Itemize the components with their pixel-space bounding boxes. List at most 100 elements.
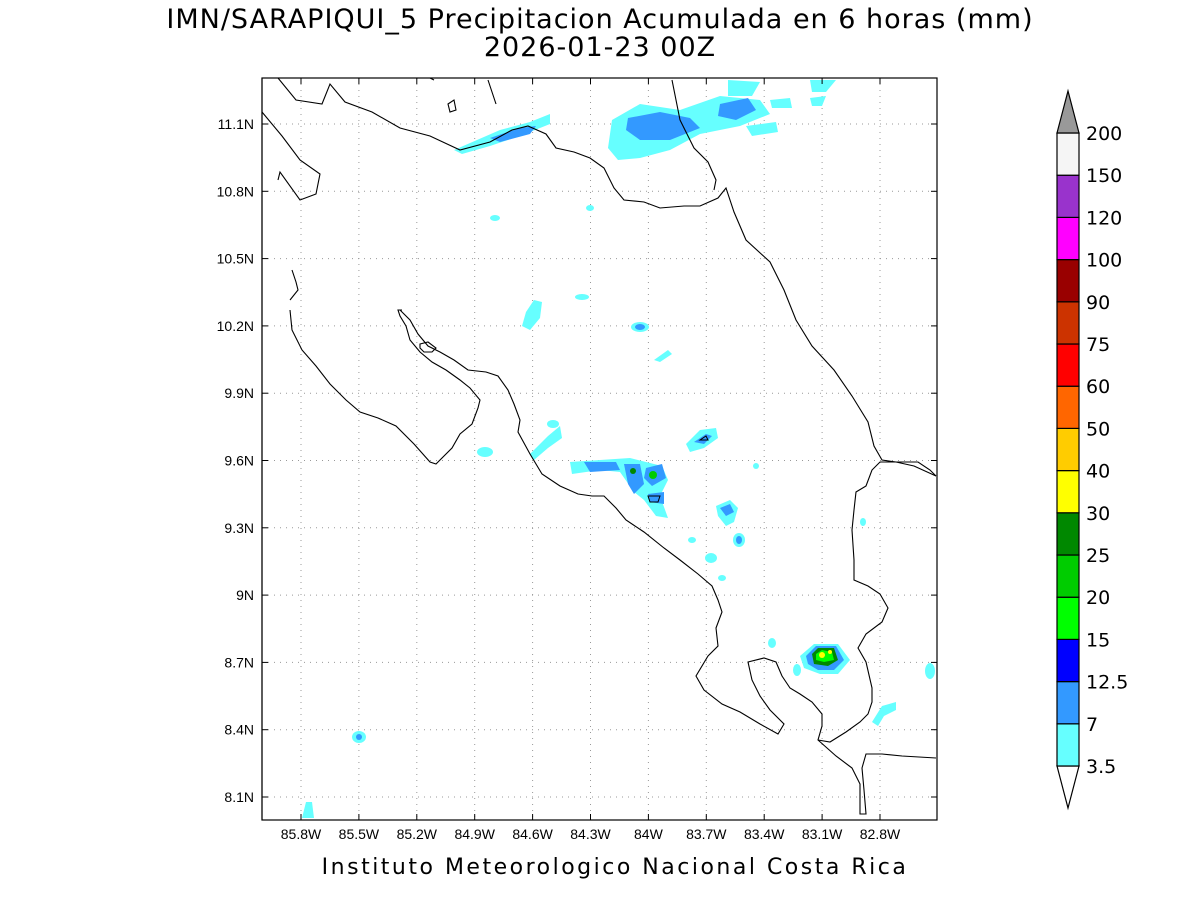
precip-area [356, 734, 362, 740]
lat-tick-label: 9N [236, 587, 254, 603]
precip-area [860, 518, 866, 526]
colorbar-label: 50 [1086, 418, 1110, 440]
precip-area [688, 537, 696, 543]
precip-area [810, 96, 826, 106]
lat-tick-label: 10.2N [217, 318, 254, 334]
colorbar-swatch [1056, 512, 1080, 556]
colorbar-label: 25 [1086, 545, 1110, 567]
precip-area [630, 468, 636, 474]
coastline [261, 77, 937, 820]
colorbar-swatch [1056, 259, 1080, 303]
precip-area [586, 205, 594, 211]
precip-area [490, 126, 536, 142]
colorbar-swatch [1056, 470, 1080, 514]
lon-tick-label: 85.8W [281, 826, 322, 842]
colorbar-swatch [1056, 385, 1080, 430]
colorbar-label: 3.5 [1086, 756, 1116, 778]
colorbar-swatch [1056, 216, 1080, 261]
colorbar-label: 12.5 [1086, 672, 1128, 694]
map-title: IMN/SARAPIQUI_5 Precipitacion Acumulada … [166, 4, 1034, 35]
precip-area [522, 300, 542, 330]
colorbar-label: 120 [1086, 207, 1122, 229]
colorbar-swatch [1056, 301, 1080, 345]
colorbar-label: 60 [1086, 376, 1110, 398]
colorbar-over-triangle [1056, 88, 1080, 134]
lat-tick-label: 8.1N [224, 789, 254, 805]
colorbar-label: 100 [1086, 250, 1122, 272]
grid-lines [262, 78, 937, 820]
precip-area [768, 638, 776, 648]
lat-tick-label: 9.3N [224, 520, 254, 536]
colorbar-under-triangle [1056, 765, 1080, 811]
precip-area [575, 294, 589, 300]
precip-area [872, 702, 896, 726]
precipitation-fields [302, 80, 935, 818]
precip-area [720, 504, 734, 516]
lat-tick-label: 9.6N [224, 453, 254, 469]
colorbar-swatch [1056, 638, 1080, 683]
precip-area [718, 98, 756, 120]
precip-area [746, 122, 778, 136]
precip-area [925, 663, 935, 679]
precip-area [570, 458, 668, 518]
footer-credit: Instituto Meteorologico Nacional Costa R… [321, 855, 909, 880]
colorbar-swatch [1056, 343, 1080, 387]
lat-tick-label: 8.7N [224, 654, 254, 670]
precip-area [547, 420, 559, 428]
colorbar-label: 200 [1086, 123, 1122, 145]
colorbar-swatch [1056, 174, 1080, 218]
map-subtitle-date: 2026-01-23 00Z [483, 32, 717, 63]
lat-tick-label: 11.1N [218, 116, 254, 132]
precip-area [753, 463, 759, 469]
colorbar-label: 75 [1086, 334, 1110, 356]
map-frame [261, 77, 938, 821]
precip-area [584, 462, 620, 472]
colorbar-label: 90 [1086, 292, 1110, 314]
lon-tick-label: 84W [634, 826, 664, 842]
colorbar-swatch [1056, 596, 1080, 641]
precip-area [793, 664, 801, 676]
precip-area [477, 447, 493, 457]
colorbar-label: 150 [1086, 165, 1122, 187]
precip-area [490, 215, 500, 221]
colorbar-swatch [1056, 427, 1080, 472]
precip-area [736, 536, 742, 544]
precip-area [718, 575, 726, 581]
precip-area [770, 98, 792, 108]
lon-tick-label: 83.4W [744, 826, 785, 842]
lon-tick-label: 85.5W [339, 826, 380, 842]
lon-tick-label: 84.3W [570, 826, 611, 842]
lon-tick-label: 82.8W [860, 826, 901, 842]
precip-area [828, 650, 832, 654]
precip-area [654, 350, 672, 362]
precip-area [626, 112, 700, 140]
precip-area [635, 324, 645, 330]
colorbar-swatch [1056, 132, 1080, 176]
precip-area [694, 434, 712, 444]
colorbar-swatch [1056, 723, 1080, 767]
precip-area [648, 492, 664, 504]
lon-tick-label: 85.2W [397, 826, 438, 842]
lat-tick-label: 9.9N [224, 385, 254, 401]
lon-tick-label: 83.1W [802, 826, 843, 842]
precip-area [649, 471, 657, 479]
lon-tick-label: 83.7W [686, 826, 727, 842]
precip-area [728, 80, 760, 96]
precip-area [819, 652, 825, 658]
lat-tick-label: 10.5N [217, 251, 254, 267]
lat-tick-label: 10.8N [217, 183, 254, 199]
colorbar-label: 15 [1086, 629, 1110, 651]
precip-area [705, 553, 717, 563]
precip-area [530, 426, 562, 460]
colorbar-label: 7 [1086, 714, 1098, 736]
precip-area [302, 802, 314, 818]
precip-area [810, 80, 836, 92]
lon-tick-label: 84.9W [454, 826, 495, 842]
colorbar-label: 30 [1086, 503, 1110, 525]
colorbar-label: 20 [1086, 587, 1110, 609]
colorbar: 3.5 7 12.5 15 20 25 30 40 50 60 75 90 100 120 150 200 [1056, 88, 1128, 811]
lon-tick-label: 84.6W [512, 826, 553, 842]
precip-area [624, 464, 644, 494]
colorbar-swatch [1056, 680, 1080, 725]
